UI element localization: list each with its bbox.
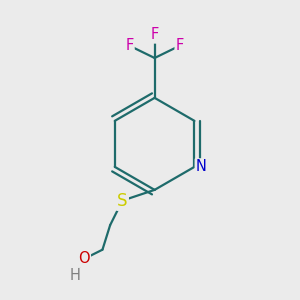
Text: O: O	[78, 251, 90, 266]
Text: F: F	[176, 38, 184, 53]
Text: F: F	[125, 38, 134, 53]
Text: N: N	[196, 159, 207, 174]
Text: S: S	[117, 192, 128, 210]
Text: H: H	[69, 268, 80, 283]
Text: F: F	[151, 28, 159, 43]
